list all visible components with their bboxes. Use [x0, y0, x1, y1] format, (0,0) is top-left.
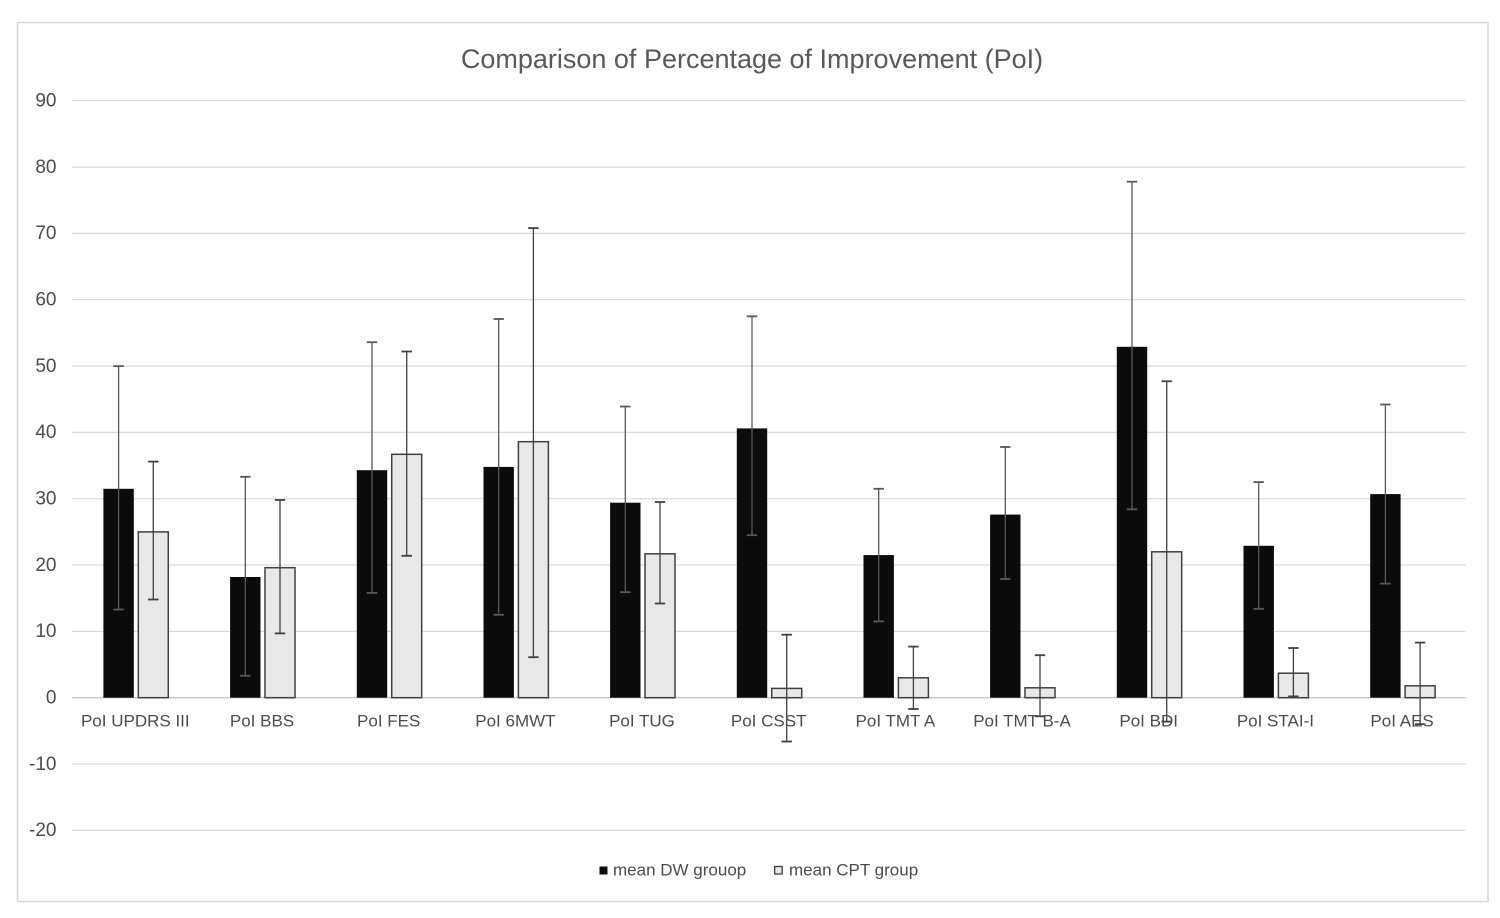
svg-text:PoI TMT A: PoI TMT A: [856, 712, 936, 731]
svg-text:40: 40: [35, 422, 56, 443]
svg-text:PoI AES: PoI AES: [1370, 712, 1433, 731]
svg-text:50: 50: [35, 356, 56, 377]
svg-text:-20: -20: [29, 820, 56, 841]
svg-text:90: 90: [35, 91, 56, 112]
svg-text:70: 70: [35, 223, 56, 244]
svg-text:mean DW grouop: mean DW grouop: [613, 861, 746, 880]
svg-text:PoI FES: PoI FES: [357, 712, 420, 731]
svg-text:mean CPT group: mean CPT group: [789, 861, 918, 880]
svg-text:80: 80: [35, 157, 56, 178]
svg-text:PoI TUG: PoI TUG: [609, 712, 675, 731]
svg-text:20: 20: [35, 555, 56, 576]
svg-text:PoI BBS: PoI BBS: [230, 712, 294, 731]
svg-text:PoI BDI: PoI BDI: [1119, 712, 1178, 731]
svg-text:0: 0: [46, 688, 57, 709]
svg-text:PoI TMT B-A: PoI TMT B-A: [973, 712, 1071, 731]
svg-text:Comparison of Percentage of Im: Comparison of Percentage of Improvement …: [461, 44, 1043, 74]
svg-text:PoI CSST: PoI CSST: [731, 712, 807, 731]
svg-text:10: 10: [35, 621, 56, 642]
svg-text:PoI UPDRS III: PoI UPDRS III: [81, 712, 190, 731]
svg-text:60: 60: [35, 290, 56, 311]
svg-text:-10: -10: [29, 754, 56, 775]
svg-text:PoI 6MWT: PoI 6MWT: [475, 712, 555, 731]
svg-text:30: 30: [35, 489, 56, 510]
svg-text:PoI STAI-I: PoI STAI-I: [1237, 712, 1314, 731]
